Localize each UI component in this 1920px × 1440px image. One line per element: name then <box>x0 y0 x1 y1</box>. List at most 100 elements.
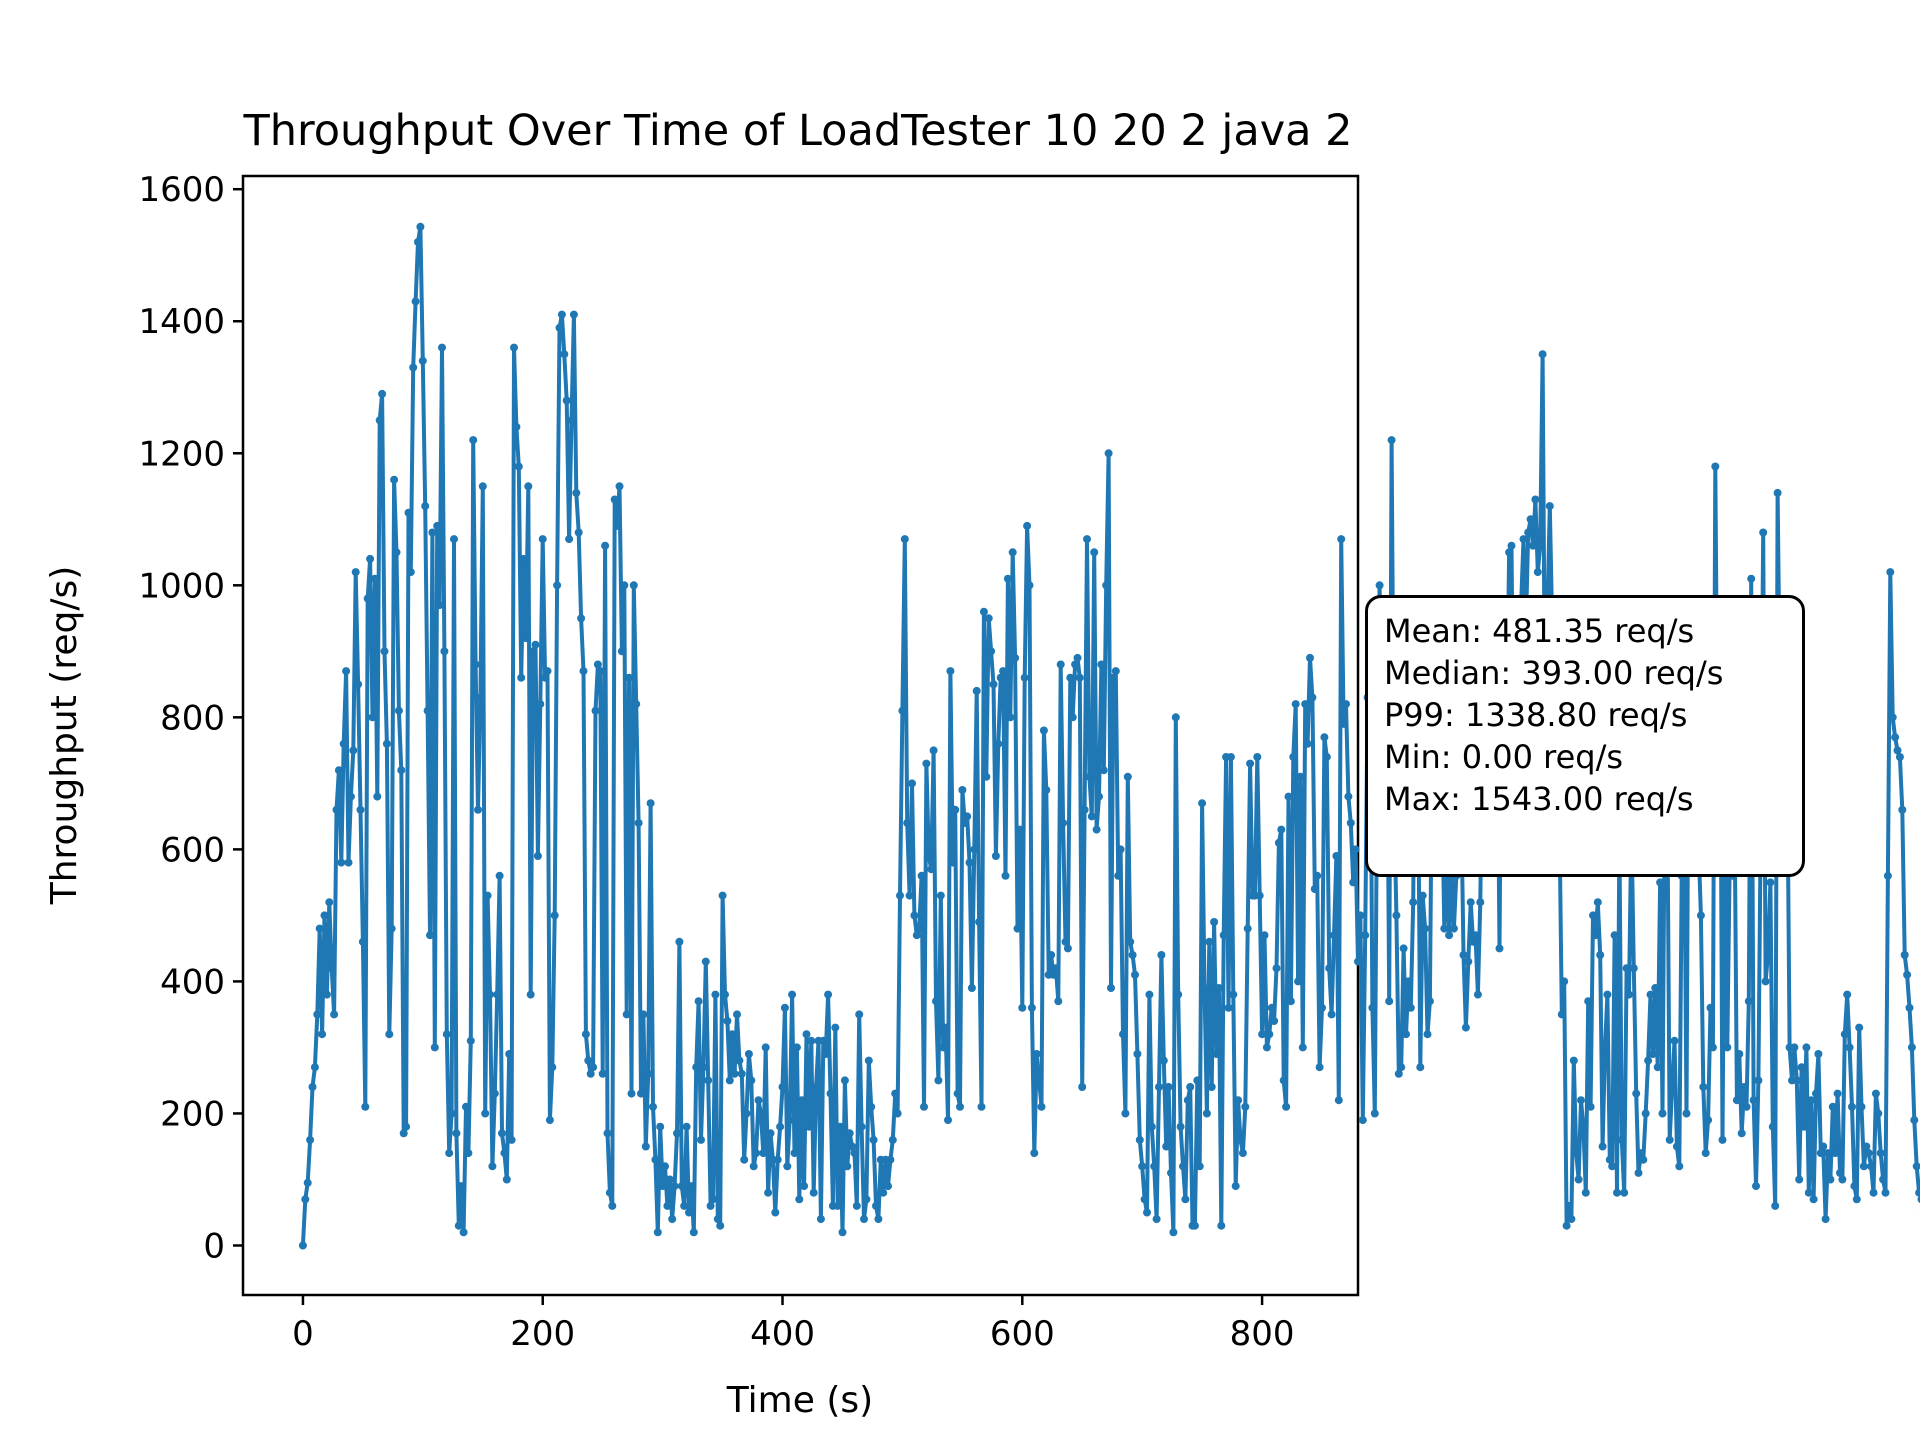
data-point <box>1589 911 1597 920</box>
data-point <box>313 1010 322 1019</box>
data-point <box>1888 713 1897 722</box>
data-point <box>605 1188 614 1197</box>
data-point <box>1301 700 1310 709</box>
data-point <box>900 535 909 544</box>
y-tick-label: 1000 <box>138 566 225 606</box>
data-point <box>629 581 638 590</box>
data-point <box>593 660 602 669</box>
data-point <box>1651 984 1660 992</box>
data-point <box>860 1215 868 1224</box>
data-point <box>1644 1056 1653 1065</box>
data-point <box>474 805 482 814</box>
data-point <box>1037 1102 1046 1111</box>
data-point <box>1286 997 1295 1006</box>
data-point <box>1399 944 1408 953</box>
data-point <box>1581 1188 1590 1197</box>
data-point <box>375 416 384 425</box>
y-tick-label: 400 <box>160 962 225 1002</box>
data-point <box>390 475 399 484</box>
data-point <box>310 1063 319 1072</box>
data-point <box>363 594 372 603</box>
data-point <box>433 521 442 530</box>
data-point <box>680 1201 689 1210</box>
data-point <box>1219 931 1228 940</box>
data-point <box>944 1116 952 1125</box>
data-point <box>1855 1023 1864 1032</box>
data-point <box>884 1182 892 1191</box>
plot-frame <box>241 174 1360 1297</box>
data-point <box>1821 1215 1830 1224</box>
data-point <box>1039 726 1048 735</box>
data-point <box>1087 812 1096 821</box>
data-point <box>627 1089 636 1098</box>
data-point <box>469 436 478 445</box>
data-point <box>411 297 420 306</box>
data-point <box>1668 1083 1677 1091</box>
data-point <box>1773 488 1782 497</box>
data-point <box>776 1122 785 1131</box>
data-point <box>1732 1096 1741 1105</box>
data-point <box>1375 581 1384 590</box>
data-point <box>788 990 797 999</box>
data-point <box>529 647 538 656</box>
data-point <box>574 528 583 537</box>
data-point <box>795 1195 804 1204</box>
data-point <box>951 805 960 814</box>
data-point <box>749 1162 758 1171</box>
data-point <box>541 673 550 682</box>
data-point <box>1001 871 1010 880</box>
data-point <box>1224 1003 1233 1012</box>
data-point <box>1409 898 1418 907</box>
data-point <box>598 1069 607 1078</box>
data-point <box>601 541 610 550</box>
data-point <box>1613 1188 1621 1197</box>
data-point <box>816 1215 825 1224</box>
data-point <box>924 852 933 860</box>
data-point <box>1306 653 1314 662</box>
data-point <box>418 356 427 365</box>
data-point <box>1461 1023 1470 1032</box>
data-point <box>1737 1129 1746 1138</box>
data-point <box>1857 1102 1866 1111</box>
data-point <box>308 1083 317 1091</box>
data-point <box>1097 660 1106 669</box>
data-point <box>445 1149 454 1158</box>
data-point <box>1646 990 1655 999</box>
data-point <box>1116 845 1125 854</box>
data-point <box>1099 766 1108 775</box>
data-point <box>1231 1182 1240 1191</box>
data-point <box>1284 792 1293 801</box>
data-point <box>651 1155 660 1164</box>
data-point <box>1900 951 1909 959</box>
data-point <box>673 1129 681 1138</box>
data-point <box>977 1102 986 1111</box>
data-point <box>1214 984 1223 992</box>
data-point <box>1764 951 1772 959</box>
data-point <box>1190 1221 1199 1230</box>
data-point <box>1313 871 1322 880</box>
data-point <box>1114 871 1123 880</box>
data-point <box>1754 1076 1763 1085</box>
data-point <box>1670 1036 1679 1045</box>
data-point <box>1349 878 1358 887</box>
data-point <box>716 1221 725 1230</box>
data-point <box>1824 1149 1832 1158</box>
data-point <box>502 1175 511 1184</box>
data-point <box>493 990 502 999</box>
data-point <box>850 1149 859 1158</box>
data-point <box>766 1129 775 1138</box>
data-point <box>972 686 981 695</box>
data-point <box>665 1175 674 1184</box>
data-point <box>572 488 581 497</box>
data-point <box>1797 1063 1806 1072</box>
data-point <box>553 581 562 590</box>
data-point <box>864 1056 873 1065</box>
data-point <box>409 363 418 372</box>
data-point <box>975 918 984 926</box>
data-point <box>958 786 967 794</box>
data-point <box>339 739 348 748</box>
data-point <box>898 706 907 715</box>
data-point <box>399 1129 408 1138</box>
data-point <box>891 1089 900 1098</box>
data-point <box>1318 1003 1326 1012</box>
